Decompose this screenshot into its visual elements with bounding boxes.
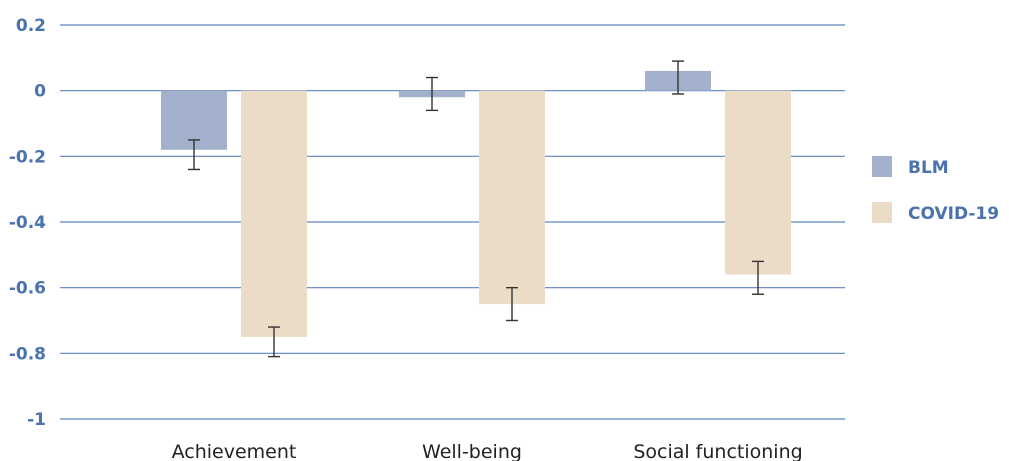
error-bars	[188, 60, 764, 358]
error-bar	[752, 260, 764, 295]
bar-covid-19-2	[725, 90, 791, 275]
error-bar	[506, 286, 518, 322]
y-tick-label: -0.2	[9, 147, 46, 167]
y-tick-label: -0.6	[9, 279, 46, 299]
legend: BLM COVID-19	[872, 156, 999, 224]
bar-covid-19-1	[479, 90, 545, 305]
legend-swatch	[872, 156, 892, 177]
y-tick-label: 0	[34, 82, 46, 102]
legend-item: COVID-19	[872, 202, 999, 224]
bars	[161, 70, 791, 337]
error-bar	[672, 60, 684, 95]
y-tick-label: -0.4	[9, 213, 46, 233]
legend-swatch	[872, 202, 892, 223]
x-category-label: Well-being	[422, 441, 522, 461]
y-axis-tick-labels: 0.2 0 -0.2 -0.4 -0.6 -0.8 -1	[9, 16, 46, 430]
legend-item: BLM	[872, 156, 949, 178]
error-bar	[426, 76, 438, 112]
y-tick-label: 0.2	[16, 16, 46, 36]
y-tick-label: -1	[27, 410, 46, 430]
x-category-label: Achievement	[172, 441, 297, 461]
error-bar	[268, 326, 280, 358]
legend-label: COVID-19	[908, 204, 999, 224]
error-bar	[188, 139, 200, 171]
bar-covid-19-0	[241, 90, 307, 337]
x-axis-category-labels: Achievement Well-being Social functioning	[172, 441, 803, 461]
y-tick-label: -0.8	[9, 344, 46, 364]
x-category-label: Social functioning	[633, 441, 802, 461]
legend-label: BLM	[908, 158, 949, 178]
